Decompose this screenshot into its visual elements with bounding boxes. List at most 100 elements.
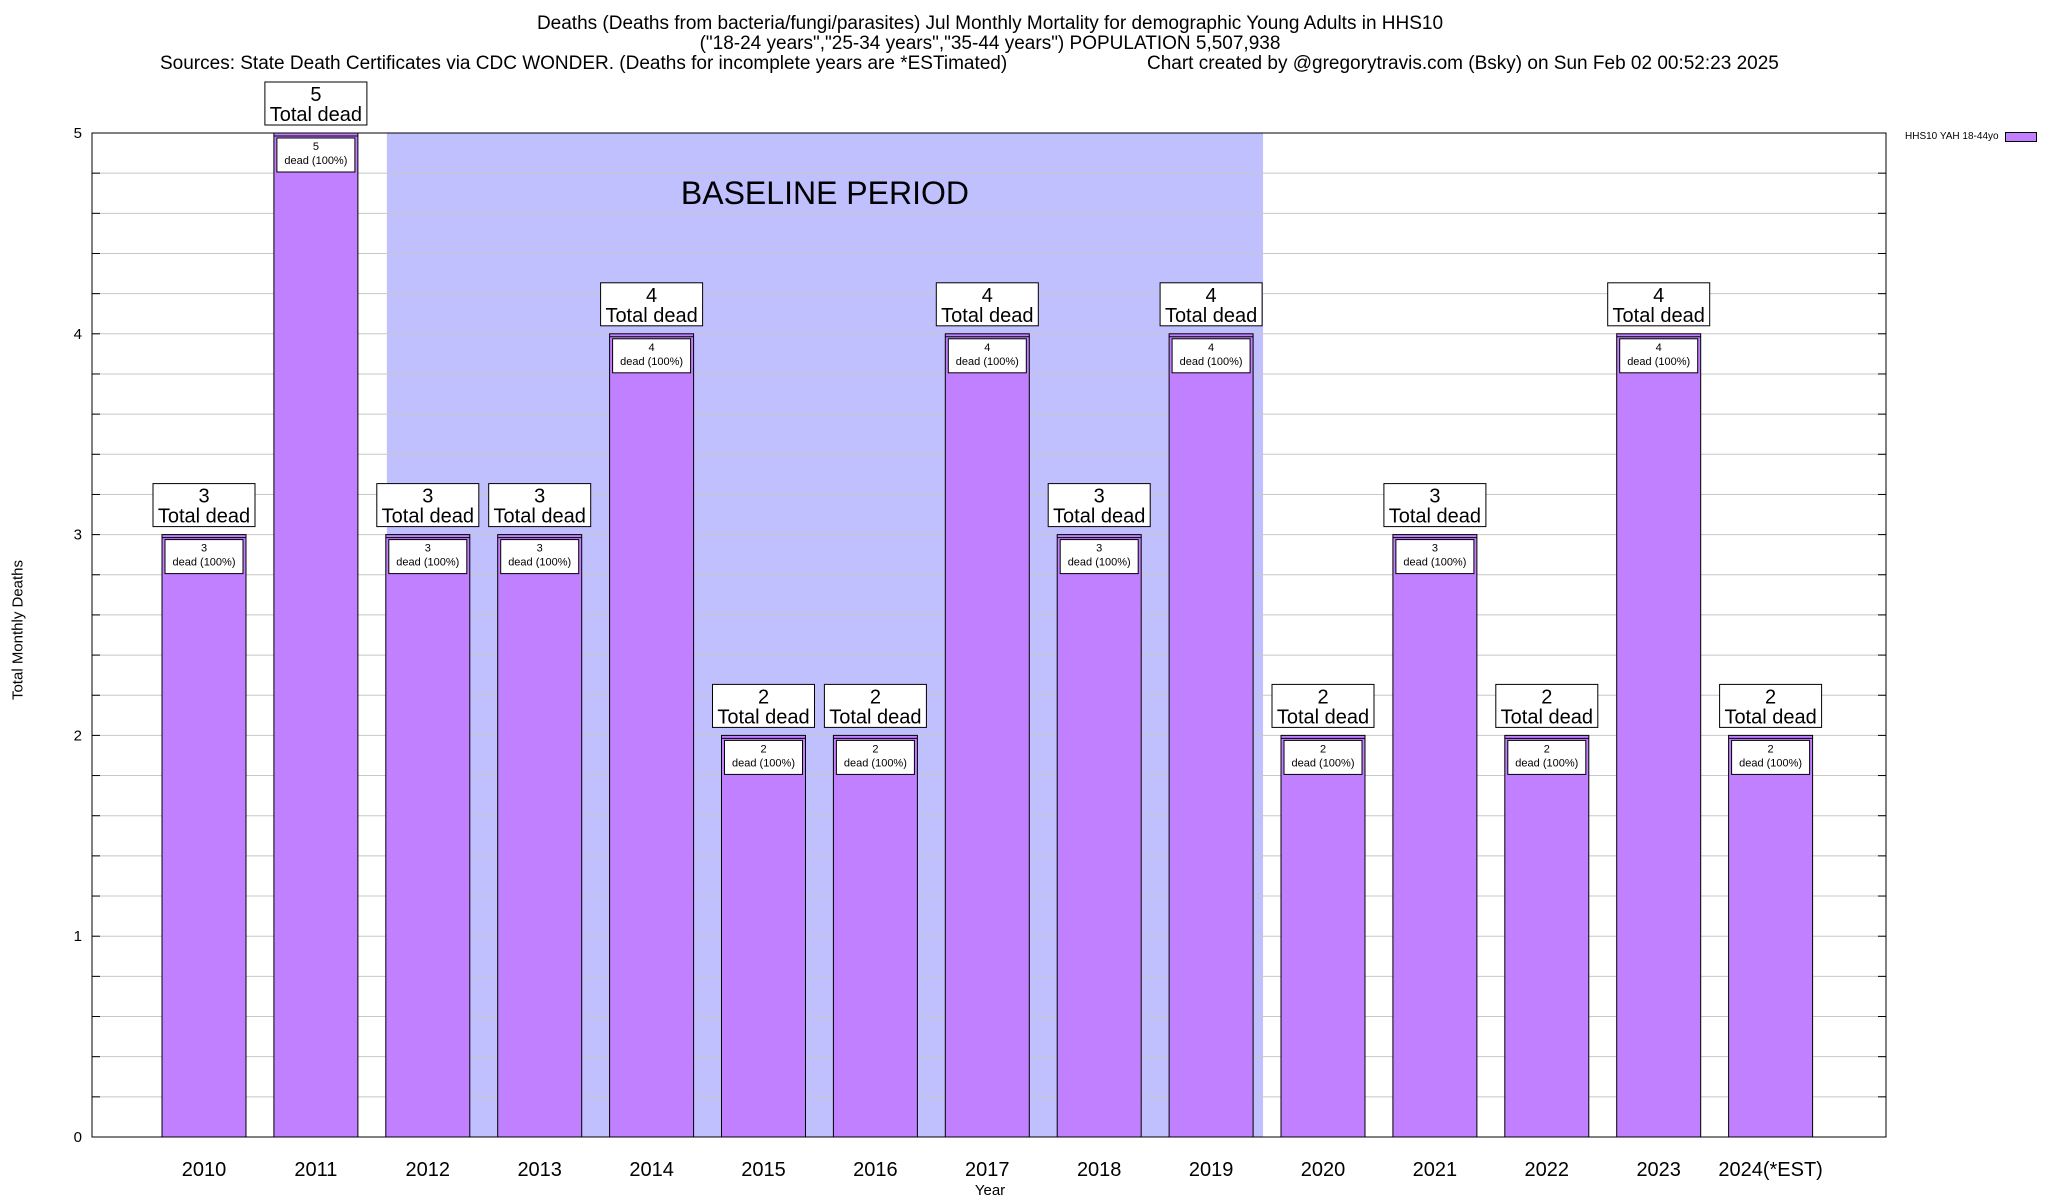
inner-label-count: 3 bbox=[1432, 543, 1438, 555]
total-label-count: 5 bbox=[310, 84, 321, 106]
inner-label-count: 2 bbox=[1320, 743, 1326, 755]
inner-label-box bbox=[1283, 739, 1363, 775]
x-tick-label: 2022 bbox=[1525, 1159, 1570, 1181]
x-tick-label: 2012 bbox=[406, 1159, 451, 1181]
y-axis-label: Total Monthly Deaths bbox=[9, 559, 27, 701]
bar bbox=[1392, 534, 1478, 1138]
inner-label-text: dead (100%) bbox=[1515, 757, 1578, 769]
total-label-box bbox=[1159, 282, 1263, 327]
inner-label-box bbox=[947, 338, 1027, 374]
bar bbox=[1168, 333, 1254, 1138]
x-axis-label: Year bbox=[974, 1182, 1006, 1199]
bar bbox=[721, 734, 806, 1138]
total-label-text: Total dead bbox=[1724, 706, 1816, 728]
inner-label-text: dead (100%) bbox=[956, 356, 1019, 368]
inner-label-text: dead (100%) bbox=[620, 356, 683, 368]
legend-swatch bbox=[2004, 131, 2037, 142]
inner-label-count: 2 bbox=[760, 743, 766, 755]
inner-label-count: 2 bbox=[872, 743, 878, 755]
chart-sources: Sources: State Death Certificates via CD… bbox=[160, 53, 1008, 74]
bar bbox=[1728, 734, 1814, 1138]
total-label-text: Total dead bbox=[158, 506, 250, 528]
total-label-count: 2 bbox=[758, 686, 769, 708]
x-tick-label: 2019 bbox=[1189, 1159, 1234, 1181]
bar bbox=[385, 534, 471, 1138]
bar bbox=[609, 333, 695, 1138]
total-label-count: 4 bbox=[1653, 285, 1664, 307]
bar bbox=[1616, 333, 1702, 1138]
bar bbox=[1504, 734, 1590, 1138]
inner-label-text: dead (100%) bbox=[396, 557, 459, 569]
total-label-count: 4 bbox=[982, 285, 993, 307]
total-label-box bbox=[600, 282, 704, 327]
inner-label-text: dead (100%) bbox=[284, 155, 347, 167]
total-label-box bbox=[1719, 683, 1823, 728]
bar bbox=[944, 333, 1030, 1138]
total-label-box bbox=[823, 683, 927, 728]
total-label-text: Total dead bbox=[1613, 305, 1705, 327]
total-label-count: 2 bbox=[870, 686, 881, 708]
inner-label-box bbox=[388, 539, 468, 575]
total-label-count: 3 bbox=[198, 486, 209, 508]
x-tick-label: 2013 bbox=[517, 1159, 562, 1181]
bar bbox=[273, 132, 359, 1138]
total-label-text: Total dead bbox=[717, 706, 809, 728]
total-label-count: 3 bbox=[422, 486, 433, 508]
total-label-count: 3 bbox=[1094, 486, 1105, 508]
inner-label-box bbox=[724, 739, 803, 775]
total-label-text: Total dead bbox=[605, 305, 697, 327]
total-label-text: Total dead bbox=[1277, 706, 1369, 728]
total-label-count: 4 bbox=[646, 285, 657, 307]
inner-label-box bbox=[1171, 338, 1251, 374]
inner-label-box bbox=[1059, 539, 1139, 575]
total-label-count: 4 bbox=[1206, 285, 1217, 307]
x-tick-label: 2023 bbox=[1636, 1159, 1681, 1181]
inner-label-count: 4 bbox=[1208, 342, 1214, 354]
legend-label: HHS10 YAH 18-44yo bbox=[1905, 131, 1999, 142]
total-label-box bbox=[1607, 282, 1711, 327]
total-label-text: Total dead bbox=[941, 305, 1033, 327]
inner-label-count: 2 bbox=[1544, 743, 1550, 755]
inner-label-count: 3 bbox=[425, 543, 431, 555]
x-tick-label: 2020 bbox=[1301, 1159, 1346, 1181]
plot-frame bbox=[91, 132, 1887, 1138]
total-label-text: Total dead bbox=[494, 506, 586, 528]
inner-label-count: 3 bbox=[201, 543, 207, 555]
inner-label-box bbox=[1507, 739, 1587, 775]
bar bbox=[832, 734, 918, 1138]
total-label-count: 3 bbox=[534, 486, 545, 508]
total-label-box bbox=[935, 282, 1039, 327]
inner-label-count: 4 bbox=[1656, 342, 1662, 354]
inner-label-box bbox=[1731, 739, 1811, 775]
baseline-label: BASELINE PERIOD bbox=[681, 175, 969, 211]
total-label-box bbox=[152, 483, 256, 528]
inner-label-text: dead (100%) bbox=[1739, 757, 1802, 769]
y-tick-label: 2 bbox=[74, 727, 82, 744]
y-tick-label: 5 bbox=[74, 125, 82, 142]
total-label-box bbox=[376, 483, 480, 528]
total-label-count: 2 bbox=[1765, 686, 1776, 708]
bar bbox=[1056, 534, 1142, 1138]
inner-label-text: dead (100%) bbox=[508, 557, 571, 569]
inner-label-box bbox=[164, 539, 244, 575]
inner-label-text: dead (100%) bbox=[732, 757, 795, 769]
inner-label-text: dead (100%) bbox=[173, 557, 236, 569]
inner-label-count: 2 bbox=[1768, 743, 1774, 755]
x-tick-label: 2014 bbox=[629, 1159, 674, 1181]
total-label-box bbox=[488, 483, 592, 528]
total-label-count: 2 bbox=[1541, 686, 1552, 708]
inner-label-count: 3 bbox=[537, 543, 543, 555]
total-label-text: Total dead bbox=[1165, 305, 1257, 327]
y-tick-label: 3 bbox=[74, 527, 82, 544]
total-label-box bbox=[1047, 483, 1151, 528]
bar bbox=[161, 534, 247, 1138]
total-label-box bbox=[712, 683, 815, 728]
inner-label-text: dead (100%) bbox=[1068, 557, 1131, 569]
bar bbox=[497, 534, 583, 1138]
chart-subtitle: ("18-24 years","25-34 years","35-44 year… bbox=[699, 33, 1281, 54]
bar bbox=[1280, 734, 1366, 1138]
total-label-box bbox=[1383, 483, 1487, 528]
inner-label-text: dead (100%) bbox=[844, 757, 907, 769]
legend: HHS10 YAH 18-44yo bbox=[1905, 131, 2037, 142]
